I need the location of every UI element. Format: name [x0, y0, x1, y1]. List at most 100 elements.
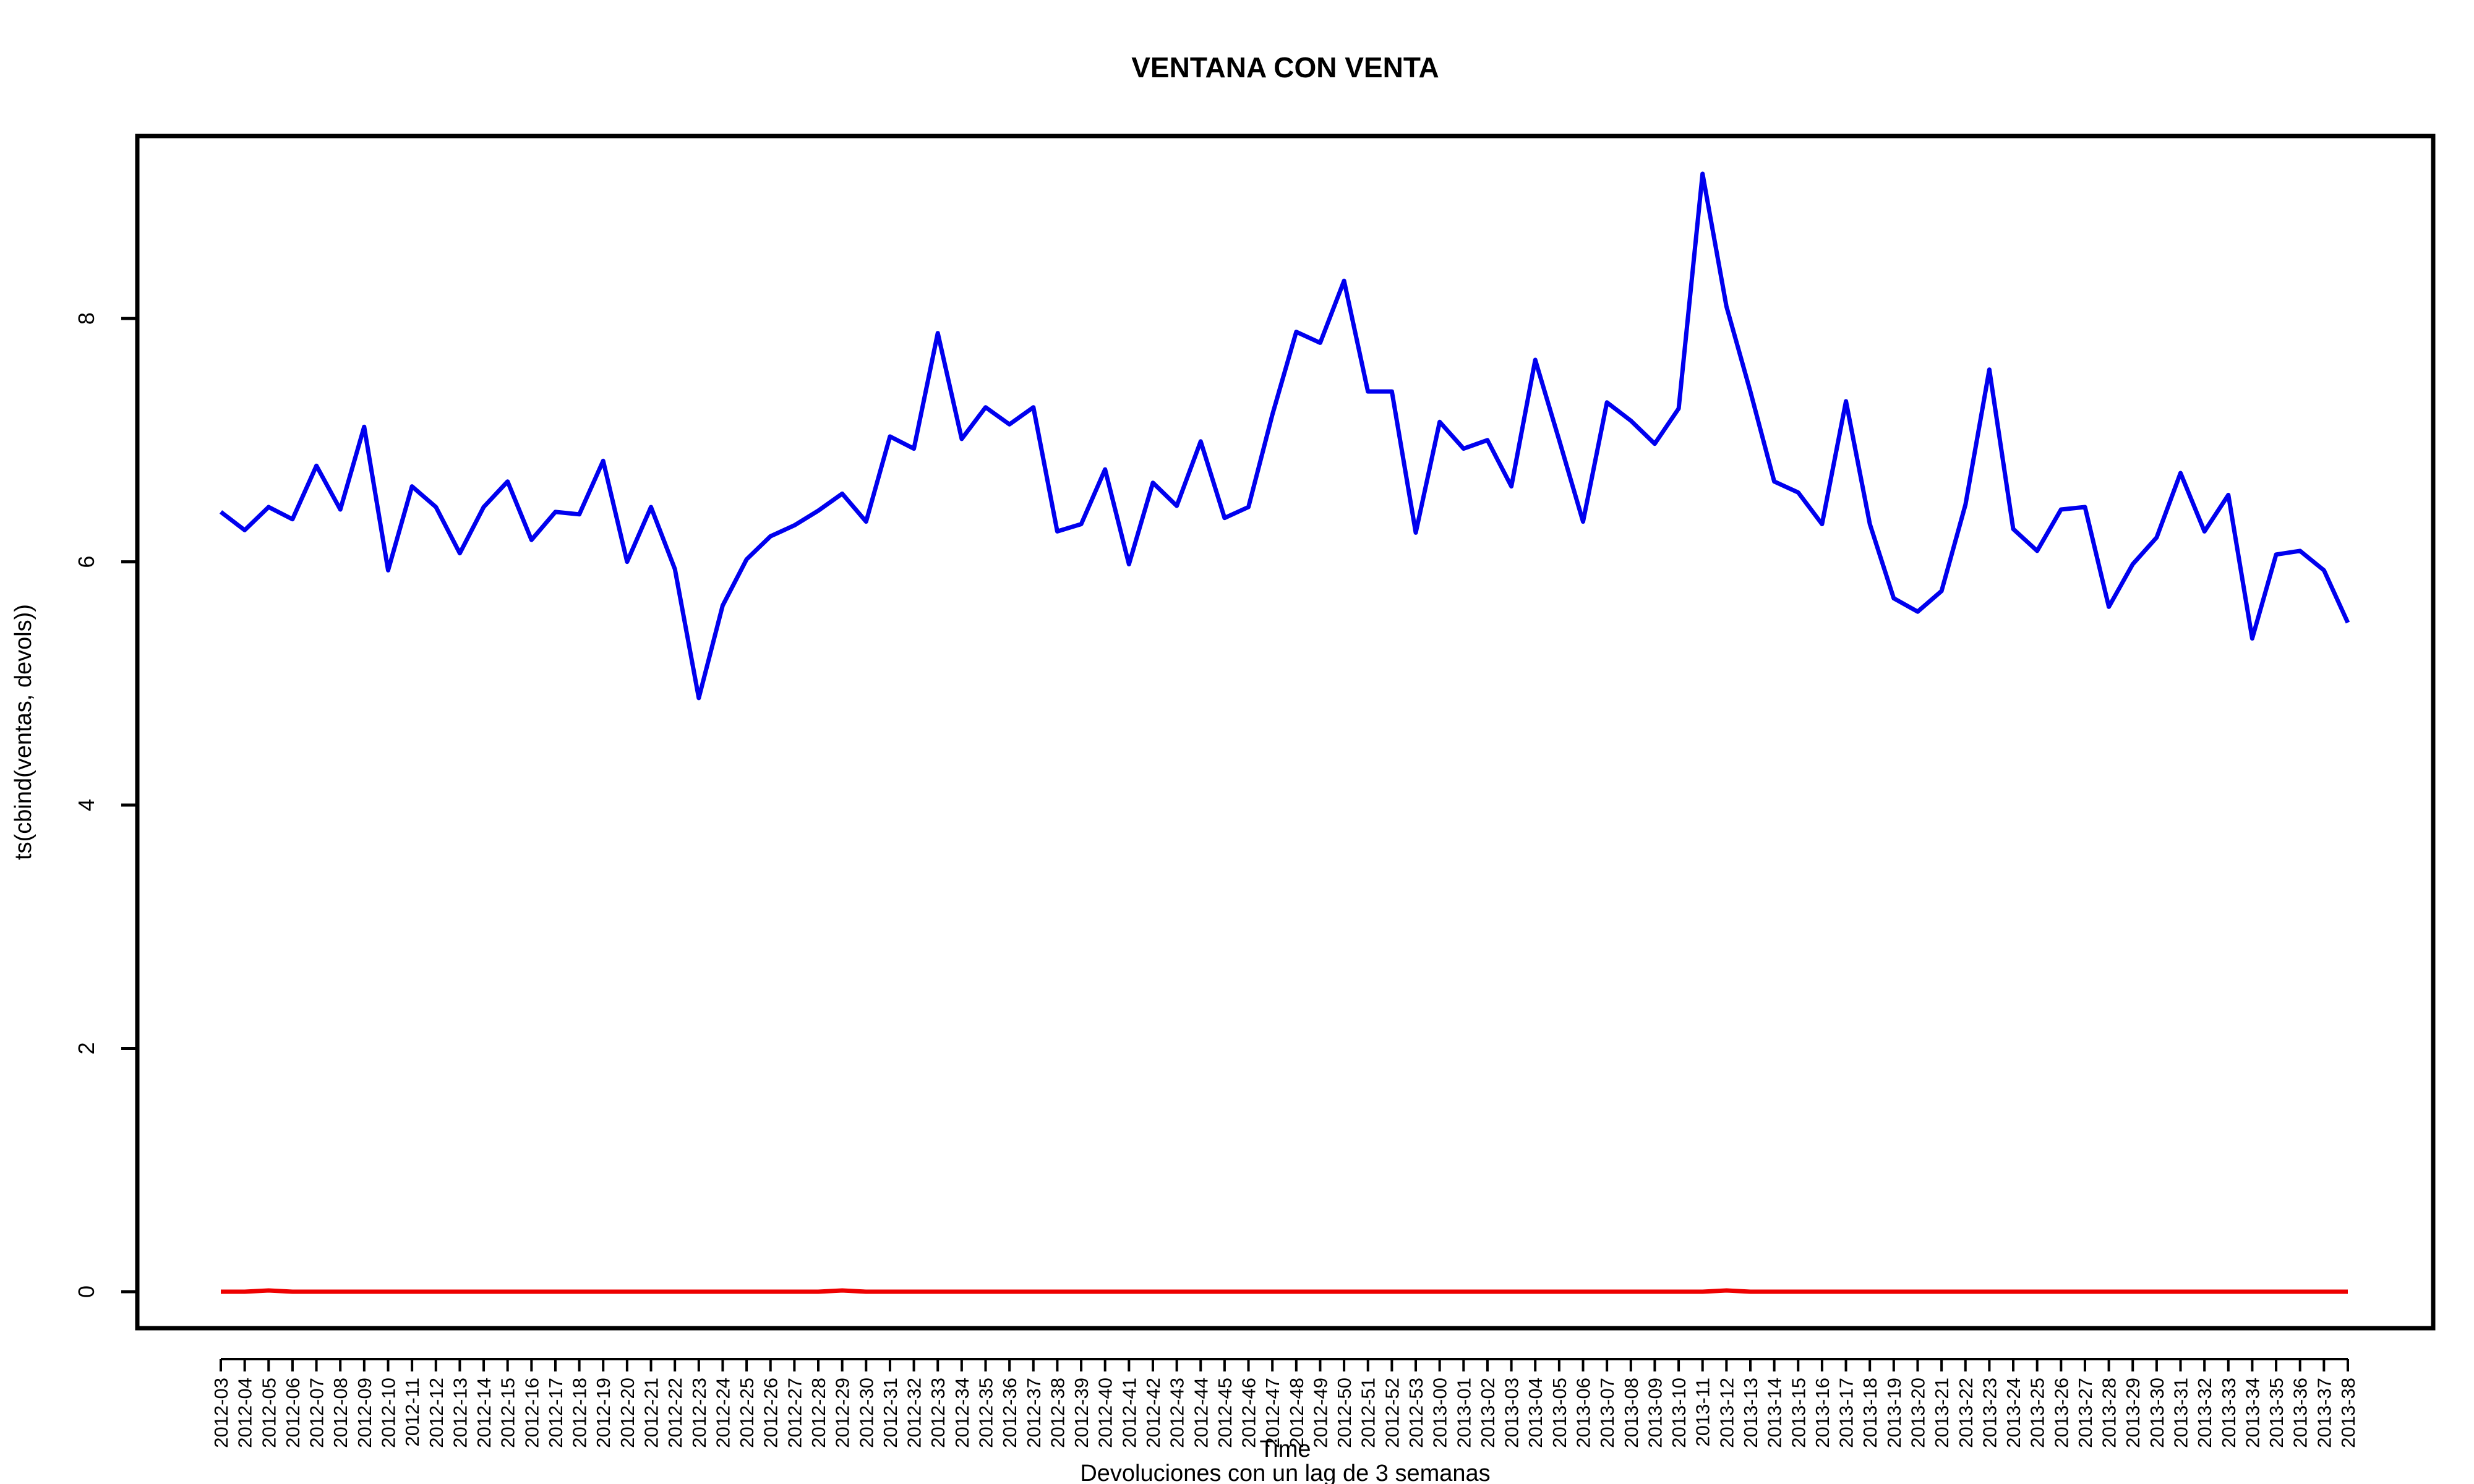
x-tick-label-13: 2012-16 [521, 1378, 542, 1448]
plot-frame [135, 134, 2436, 1331]
x-tick-label-86: 2013-35 [2266, 1378, 2287, 1448]
x-tick-label-23: 2012-26 [760, 1378, 782, 1448]
x-tick-label-14: 2012-17 [545, 1378, 567, 1448]
x-tick-label-6: 2012-09 [354, 1378, 375, 1448]
x-tick-label-82: 2013-31 [2170, 1378, 2192, 1448]
x-tick-label-44: 2012-47 [1262, 1378, 1283, 1448]
x-tick-label-29: 2012-32 [904, 1378, 925, 1448]
x-tick-label-83: 2013-32 [2194, 1378, 2215, 1448]
x-tick-label-0: 2012-03 [210, 1378, 232, 1448]
x-tick-label-8: 2012-11 [401, 1378, 423, 1446]
x-tick-label-11: 2012-14 [473, 1378, 495, 1448]
x-tick-label-19: 2012-22 [664, 1378, 686, 1448]
x-tick-label-69: 2013-18 [1859, 1378, 1881, 1448]
x-tick-label-37: 2012-40 [1095, 1378, 1116, 1448]
x-tick-label-41: 2012-44 [1190, 1378, 1212, 1448]
y-tick-label-0: 0 [74, 1286, 99, 1298]
x-axis: 2012-03 2012-04 2012-05 2012-06 2012-07 2012-… [210, 1358, 2359, 1448]
x-tick-label-20: 2012-23 [688, 1378, 710, 1448]
x-tick-label-79: 2013-28 [2099, 1378, 2120, 1448]
x-tick-label-61: 2013-10 [1668, 1378, 1690, 1448]
x-tick-label-22: 2012-25 [736, 1378, 758, 1448]
x-tick-label-33: 2012-36 [999, 1378, 1021, 1448]
chart-subtitle: Devoluciones con un lag de 3 semanas [1080, 1461, 1490, 1484]
y-tick-label-2: 4 [74, 799, 99, 811]
x-tick-label-28: 2012-31 [880, 1378, 901, 1448]
x-tick-label-56: 2013-05 [1549, 1378, 1570, 1448]
x-tick-label-78: 2013-27 [2074, 1378, 2096, 1448]
x-tick-label-75: 2013-24 [2003, 1378, 2024, 1448]
x-tick-label-52: 2013-01 [1453, 1378, 1475, 1448]
x-tick-label-46: 2012-49 [1309, 1378, 1331, 1448]
y-axis-label: ts(cbind(ventas, devols)) [11, 604, 36, 860]
x-tick-label-42: 2012-45 [1214, 1378, 1236, 1448]
x-tick-label-60: 2013-09 [1644, 1378, 1666, 1448]
x-tick-label-2: 2012-05 [258, 1378, 280, 1448]
x-tick-label-80: 2013-29 [2122, 1378, 2144, 1448]
x-tick-label-87: 2013-36 [2290, 1378, 2311, 1448]
x-tick-label-62: 2013-11 [1692, 1378, 1714, 1446]
x-tick-label-84: 2013-33 [2218, 1378, 2240, 1448]
y-axis: 0 2 4 6 8 [74, 312, 137, 1298]
x-tick-label-24: 2012-27 [784, 1378, 805, 1448]
x-tick-label-43: 2012-46 [1238, 1378, 1260, 1448]
x-tick-label-15: 2012-18 [569, 1378, 591, 1448]
x-tick-label-32: 2012-35 [975, 1378, 996, 1448]
x-tick-label-64: 2013-13 [1740, 1378, 1761, 1448]
x-tick-label-1: 2012-04 [234, 1378, 256, 1448]
x-tick-label-5: 2012-08 [330, 1378, 351, 1448]
x-tick-label-7: 2012-10 [377, 1378, 399, 1448]
x-tick-label-66: 2013-15 [1787, 1378, 1809, 1448]
x-tick-label-36: 2012-39 [1071, 1378, 1092, 1448]
x-tick-label-21: 2012-24 [712, 1378, 734, 1448]
x-tick-label-74: 2013-23 [1979, 1378, 2000, 1448]
x-tick-label-70: 2013-19 [1883, 1378, 1905, 1448]
x-tick-label-39: 2012-42 [1142, 1378, 1164, 1448]
x-tick-label-9: 2012-12 [426, 1378, 447, 1448]
x-tick-label-10: 2012-13 [449, 1378, 471, 1448]
x-tick-label-55: 2013-04 [1525, 1378, 1546, 1448]
x-tick-label-88: 2013-37 [2313, 1378, 2335, 1448]
x-tick-label-45: 2012-48 [1286, 1378, 1308, 1448]
x-tick-label-57: 2013-06 [1573, 1378, 1594, 1448]
x-tick-label-27: 2012-30 [855, 1378, 877, 1448]
x-tick-label-63: 2013-12 [1716, 1378, 1737, 1448]
x-tick-label-89: 2013-38 [2337, 1378, 2359, 1448]
x-tick-label-34: 2012-37 [1023, 1378, 1045, 1448]
x-tick-label-38: 2012-41 [1118, 1378, 1140, 1448]
x-tick-label-73: 2013-22 [1955, 1378, 1977, 1448]
x-tick-label-31: 2012-34 [951, 1378, 973, 1448]
x-tick-label-50: 2012-53 [1405, 1378, 1427, 1448]
x-tick-label-68: 2013-17 [1836, 1378, 1857, 1448]
x-tick-label-65: 2013-14 [1764, 1378, 1786, 1448]
x-tick-label-48: 2012-51 [1358, 1378, 1379, 1448]
x-tick-label-81: 2013-30 [2146, 1378, 2168, 1448]
x-tick-label-53: 2013-02 [1477, 1378, 1499, 1448]
x-tick-label-47: 2012-50 [1333, 1378, 1355, 1448]
x-tick-label-17: 2012-20 [617, 1378, 638, 1448]
y-tick-label-3: 6 [74, 556, 99, 568]
series-line-0 [219, 171, 2350, 701]
x-tick-label-54: 2013-03 [1501, 1378, 1523, 1448]
chart-title: VENTANA CON VENTA [1131, 51, 1439, 83]
x-tick-label-26: 2012-29 [832, 1378, 854, 1448]
x-tick-label-18: 2012-21 [641, 1378, 662, 1448]
x-tick-label-3: 2012-06 [282, 1378, 304, 1448]
x-tick-label-72: 2013-21 [1931, 1378, 1953, 1448]
x-tick-label-35: 2012-38 [1047, 1378, 1068, 1448]
series-layer [219, 171, 2350, 1294]
x-tick-label-77: 2013-26 [2050, 1378, 2072, 1448]
x-tick-label-40: 2012-43 [1166, 1378, 1188, 1448]
series-line-1 [221, 1288, 2348, 1294]
x-tick-label-85: 2013-34 [2241, 1378, 2263, 1448]
x-tick-label-67: 2013-16 [1812, 1378, 1833, 1448]
x-tick-label-12: 2012-15 [497, 1378, 519, 1448]
x-tick-label-76: 2013-25 [2027, 1378, 2048, 1448]
x-tick-label-16: 2012-19 [593, 1378, 614, 1448]
x-tick-label-58: 2013-07 [1596, 1378, 1618, 1448]
y-tick-label-1: 2 [74, 1042, 99, 1054]
x-tick-label-51: 2013-00 [1429, 1378, 1451, 1448]
y-tick-label-4: 8 [74, 312, 99, 325]
